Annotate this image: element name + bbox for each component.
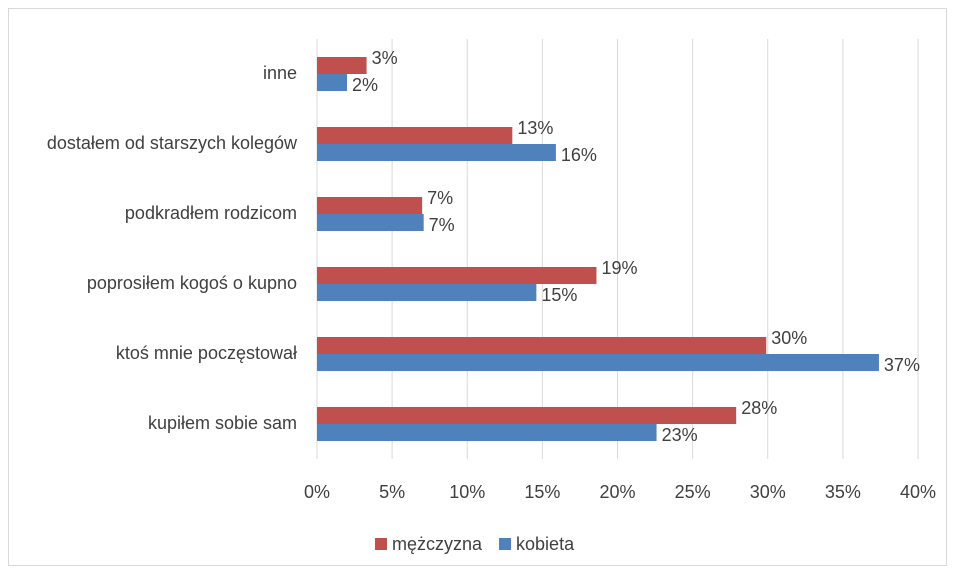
bar [317,407,737,424]
x-tick-label: 30% [750,482,786,502]
y-tick-label: ktoś mnie poczęstował [116,343,297,363]
bar [317,57,367,74]
y-tick-label: podkradłem rodzicom [125,203,297,223]
value-label: 16% [561,145,597,165]
y-tick-label: dostałem od starszych kolegów [47,133,298,153]
bar [317,337,767,354]
bar [317,424,657,441]
value-label: 15% [541,285,577,305]
x-tick-label: 20% [599,482,635,502]
value-label: 37% [884,355,920,375]
value-label: 13% [517,118,553,138]
legend-swatch [375,538,387,550]
value-label: 7% [427,188,453,208]
bar [317,74,348,91]
y-tick-label: inne [263,63,297,83]
legend-swatch [499,538,512,550]
x-tick-label: 40% [900,482,936,502]
bar [317,354,879,371]
bar [317,127,513,144]
x-tick-label: 15% [524,482,560,502]
x-tick-label: 35% [825,482,861,502]
bar [317,214,424,231]
value-label: 19% [601,258,637,278]
x-tick-label: 10% [449,482,485,502]
bar [317,197,423,214]
value-label: 7% [429,215,455,235]
y-tick-label: kupiłem sobie sam [148,413,297,433]
legend-label: kobieta [516,534,575,554]
bar [317,267,597,284]
x-tick-label: 0% [304,482,330,502]
y-tick-label: poprosiłem kogoś o kupno [87,273,297,293]
bar [317,284,537,301]
value-label: 2% [352,75,378,95]
bar [317,144,556,161]
value-label: 28% [741,398,777,418]
value-label: 23% [662,425,698,445]
value-label: 3% [372,48,398,68]
value-label: 30% [771,328,807,348]
x-tick-label: 5% [379,482,405,502]
legend-label: mężczyzna [392,534,483,554]
x-tick-label: 25% [675,482,711,502]
